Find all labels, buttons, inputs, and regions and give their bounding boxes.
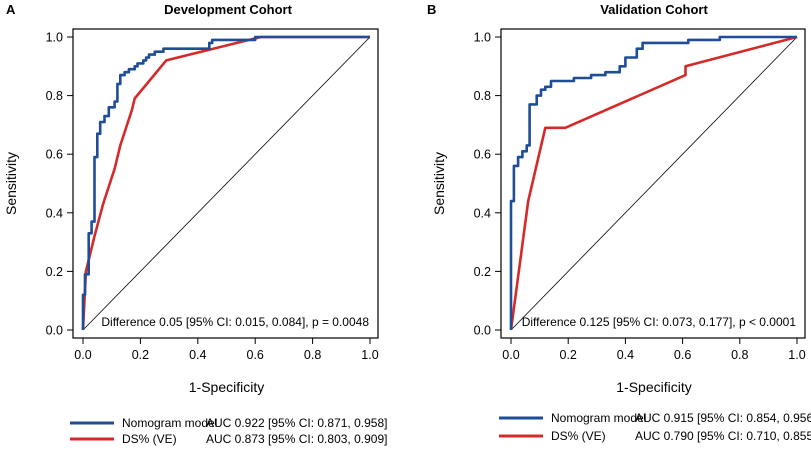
y-tick-label: 0.2 bbox=[474, 265, 491, 279]
roc-curve-nomogram-model bbox=[81, 35, 370, 330]
y-tick-label: 0.8 bbox=[474, 89, 491, 103]
reference-diagonal bbox=[510, 36, 798, 331]
difference-annotation: Difference 0.125 [95% CI: 0.073, 0.177],… bbox=[522, 315, 797, 329]
x-axis-label: 1-Specificity bbox=[616, 379, 691, 395]
legend-auc-nomogram-model: AUC 0.922 [95% CI: 0.871, 0.958] bbox=[206, 416, 387, 430]
roc-curve-nomogram-model bbox=[509, 35, 797, 330]
y-tick-label: 0.4 bbox=[46, 206, 63, 220]
panel-letter: B bbox=[427, 2, 436, 17]
x-tick-label: 1.0 bbox=[361, 348, 378, 362]
roc-curve-ds-ve bbox=[81, 35, 370, 331]
y-tick-label: 1.0 bbox=[46, 31, 63, 45]
y-axis-label: Sensitivity bbox=[3, 152, 19, 215]
y-tick-label: 0.6 bbox=[46, 148, 63, 162]
x-tick-label: 0.0 bbox=[502, 348, 519, 362]
y-tick-label: 0.8 bbox=[46, 89, 63, 103]
y-tick-label: 0.0 bbox=[46, 324, 63, 338]
panel-letter: A bbox=[6, 2, 16, 17]
x-tick-label: 0.4 bbox=[189, 348, 206, 362]
legend-label-ds-ve: DS% (VE) bbox=[551, 429, 606, 443]
x-tick-label: 0.4 bbox=[617, 348, 634, 362]
y-tick-label: 0.0 bbox=[474, 324, 491, 338]
x-tick-label: 0.6 bbox=[674, 348, 691, 362]
x-tick-label: 0.8 bbox=[304, 348, 321, 362]
x-tick-label: 0.2 bbox=[132, 348, 149, 362]
chart-title: Development Cohort bbox=[164, 2, 293, 17]
panel-B: B Validation Cohort 0.0 0.2 0.4 0.6 0.8 1.0 0.0 0… bbox=[427, 2, 811, 443]
difference-annotation: Difference 0.05 [95% CI: 0.015, 0.084], … bbox=[101, 315, 369, 329]
legend-auc-nomogram-model: AUC 0.915 [95% CI: 0.854, 0.956] bbox=[635, 411, 811, 425]
legend-label-ds-ve: DS% (VE) bbox=[122, 432, 177, 446]
y-tick-label: 0.4 bbox=[474, 206, 491, 220]
reference-diagonal bbox=[82, 36, 371, 331]
x-tick-label: 0.6 bbox=[247, 348, 264, 362]
panel-A: A Development Cohort 0.0 0.2 0.4 0.6 0.8 1.0 0.0… bbox=[3, 2, 387, 446]
legend-label-nomogram-model: Nomogram model bbox=[122, 416, 217, 430]
y-axis-label: Sensitivity bbox=[431, 152, 447, 215]
x-tick-label: 0.2 bbox=[560, 348, 577, 362]
x-tick-label: 0.8 bbox=[731, 348, 748, 362]
legend-label-nomogram-model: Nomogram model bbox=[551, 411, 646, 425]
plot-frame bbox=[72, 28, 379, 339]
y-tick-label: 0.6 bbox=[474, 148, 491, 162]
legend-auc-ds-ve: AUC 0.790 [95% CI: 0.710, 0.855] bbox=[635, 429, 811, 443]
roc-curve-ds-ve bbox=[509, 35, 798, 331]
plot-frame bbox=[500, 28, 806, 339]
x-tick-label: 0.0 bbox=[74, 348, 91, 362]
legend-auc-ds-ve: AUC 0.873 [95% CI: 0.803, 0.909] bbox=[206, 432, 387, 446]
chart-title: Validation Cohort bbox=[600, 2, 708, 17]
x-axis-label: 1-Specificity bbox=[189, 379, 264, 395]
y-tick-label: 1.0 bbox=[474, 31, 491, 45]
y-tick-label: 0.2 bbox=[46, 265, 63, 279]
x-tick-label: 1.0 bbox=[788, 348, 805, 362]
